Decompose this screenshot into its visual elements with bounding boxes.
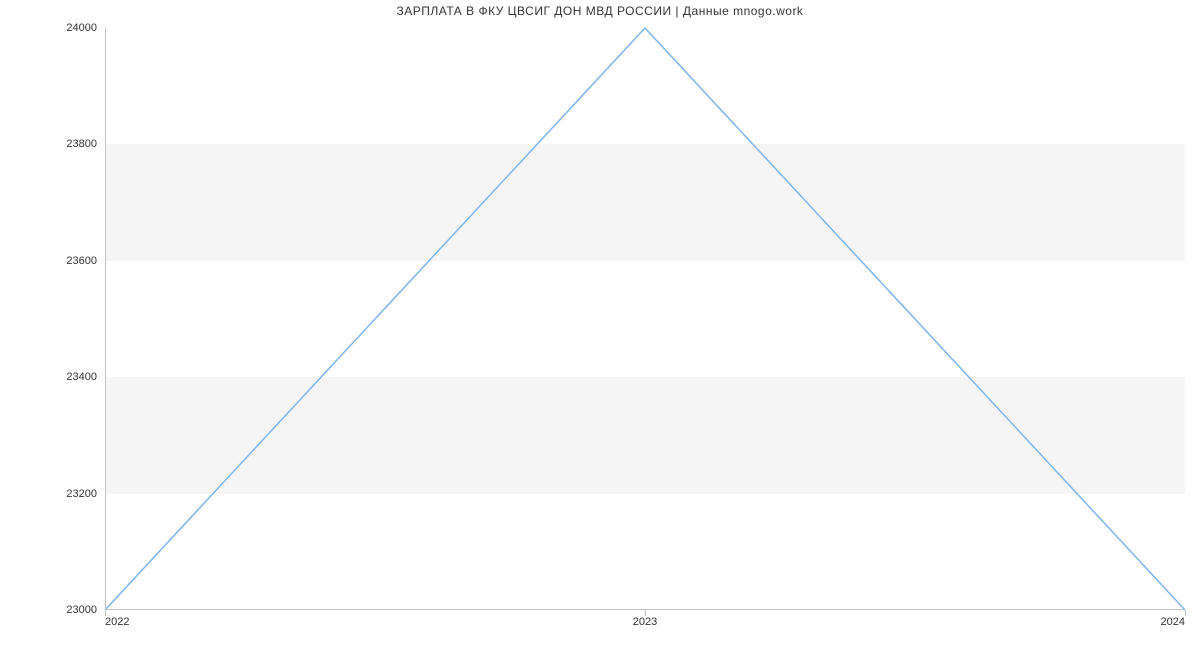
y-tick-label: 23400: [66, 371, 105, 383]
x-tick-mark: [1185, 610, 1186, 616]
y-tick-label: 23000: [66, 604, 105, 616]
chart-title: ЗАРПЛАТА В ФКУ ЦВСИГ ДОН МВД РОССИИ | Да…: [0, 4, 1200, 18]
x-tick-label: 2024: [1161, 610, 1185, 628]
x-tick-label: 2023: [633, 610, 657, 628]
series-line: [105, 28, 1185, 610]
x-tick-label: 2022: [105, 610, 129, 628]
plot-area: 2300023200234002360023800240002022202320…: [105, 28, 1185, 610]
salary-line-chart: ЗАРПЛАТА В ФКУ ЦВСИГ ДОН МВД РОССИИ | Да…: [0, 0, 1200, 650]
y-tick-label: 24000: [66, 22, 105, 34]
y-tick-label: 23200: [66, 488, 105, 500]
y-tick-label: 23600: [66, 255, 105, 267]
series-layer: [105, 28, 1185, 610]
y-axis-line: [105, 28, 106, 610]
y-tick-label: 23800: [66, 138, 105, 150]
